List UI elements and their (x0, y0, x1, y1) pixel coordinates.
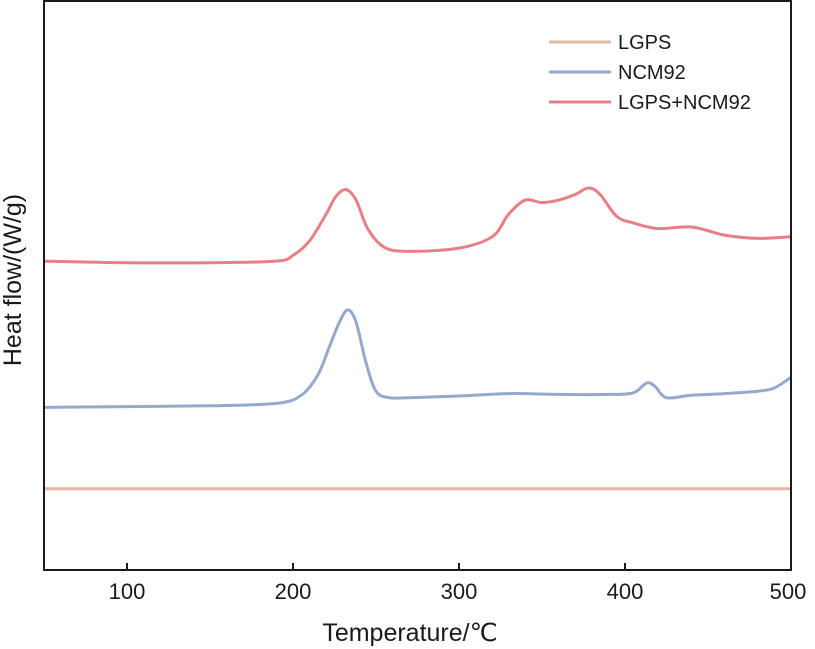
plot-frame (43, 0, 792, 571)
legend-label: LGPS+NCM92 (618, 92, 751, 114)
legend: LGPS NCM92 LGPS+NCM92 (549, 32, 751, 114)
legend-label: NCM92 (618, 62, 686, 84)
series-line-2 (43, 186, 792, 265)
x-tick-label: 500 (770, 579, 807, 604)
x-tick-label: 100 (109, 579, 146, 604)
legend-label: LGPS (618, 32, 671, 54)
y-axis-label: Heat flow/(W/g) (0, 194, 27, 366)
x-tick-label: 300 (441, 579, 478, 604)
series-line-1 (43, 308, 792, 409)
x-axis-ticks: 100 200 300 400 500 (109, 563, 807, 604)
x-tick-label: 400 (607, 579, 644, 604)
x-tick-label: 200 (275, 579, 312, 604)
x-axis-label: Temperature/℃ (322, 619, 497, 647)
series-layer (43, 186, 792, 491)
